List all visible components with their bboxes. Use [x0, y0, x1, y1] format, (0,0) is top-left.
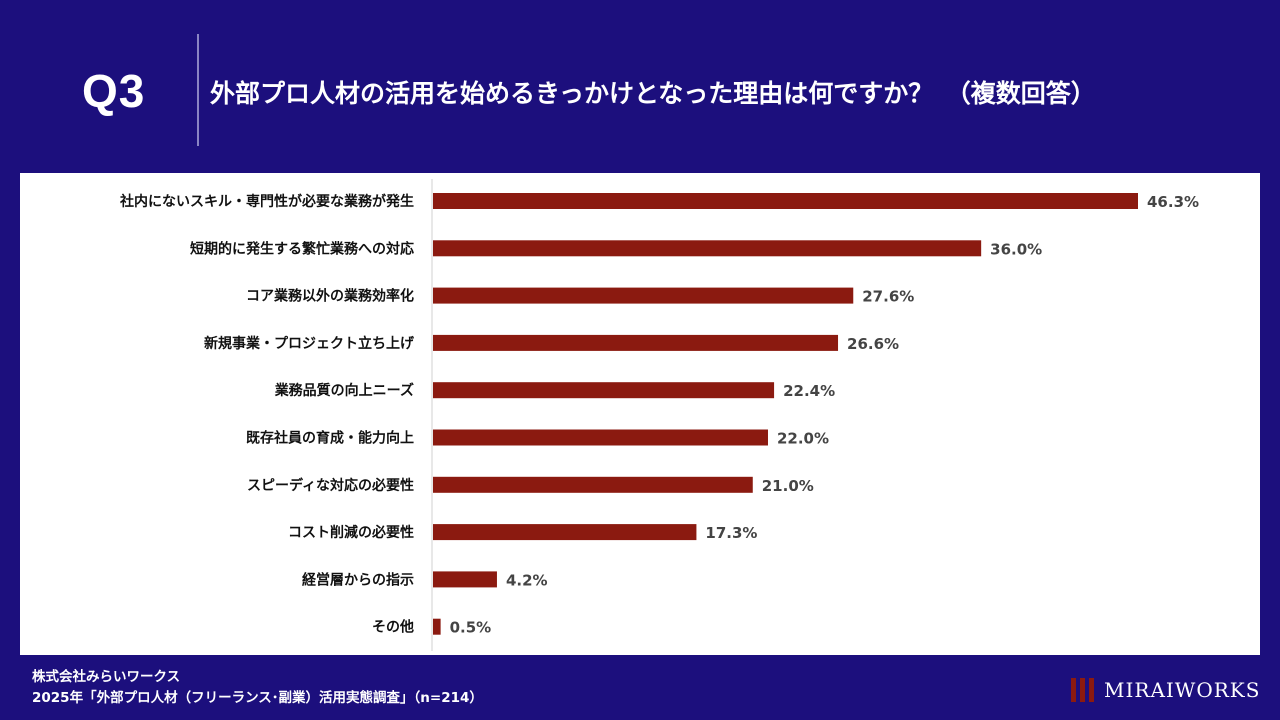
data-label: 26.6%: [847, 335, 899, 353]
miraiworks-logo-icon: [1071, 678, 1094, 702]
footer-company: 株式会社みらいワークス: [32, 669, 181, 685]
category-label: 社内にないスキル・専門性が必要な業務が発生: [119, 193, 414, 210]
data-label: 22.0%: [777, 430, 829, 448]
footer-survey: 2025年「外部プロ人材（フリーランス･副業）活用実態調査」（n=214）: [32, 690, 483, 706]
data-label: 21.0%: [762, 477, 814, 495]
bar: [433, 524, 697, 541]
category-label: 経営層からの指示: [302, 571, 414, 588]
category-label: 既存社員の育成・能力向上: [246, 430, 414, 447]
category-label: コスト削減の必要性: [288, 524, 414, 541]
category-label: 新規事業・プロジェクト立ち上げ: [204, 335, 415, 352]
bar-chart: 社内にないスキル・専門性が必要な業務が発生 46.3% 短期的に発生する繁忙業務への…: [119, 179, 1199, 651]
question-number: Q3: [82, 65, 146, 117]
category-label: スピーディな対応の必要性: [247, 477, 414, 494]
bar: [433, 476, 753, 493]
data-label: 0.5%: [450, 619, 492, 637]
category-label: 短期的に発生する繁忙業務への対応: [190, 240, 414, 257]
bar: [433, 618, 441, 635]
bar: [433, 429, 768, 446]
data-label: 17.3%: [705, 524, 757, 542]
bar: [433, 334, 839, 351]
bar: [433, 382, 775, 399]
category-label: 業務品質の向上ニーズ: [274, 382, 414, 399]
bar: [433, 193, 1138, 209]
brand-logo: MIRAIWORKS: [1070, 675, 1260, 705]
header-divider: [197, 34, 199, 146]
question-title: 外部プロ人材の活用を始めるきっかけとなった理由は何ですか？ （複数回答）: [210, 79, 1096, 108]
data-label: 46.3%: [1147, 193, 1199, 211]
bar: [433, 571, 497, 588]
bar: [433, 287, 854, 304]
footer: 株式会社みらいワークス 2025年「外部プロ人材（フリーランス･副業）活用実態調…: [32, 667, 483, 709]
data-label: 36.0%: [990, 240, 1042, 258]
category-label: その他: [372, 619, 414, 636]
category-label: コア業務以外の業務効率化: [246, 288, 414, 305]
brand-name: MIRAIWORKS: [1104, 678, 1261, 702]
bar: [433, 240, 982, 257]
data-label: 22.4%: [783, 382, 835, 400]
data-label: 4.2%: [506, 571, 548, 589]
chart-panel: 社内にないスキル・専門性が必要な業務が発生 46.3% 短期的に発生する繁忙業務への…: [20, 173, 1260, 655]
data-label: 27.6%: [862, 288, 914, 306]
